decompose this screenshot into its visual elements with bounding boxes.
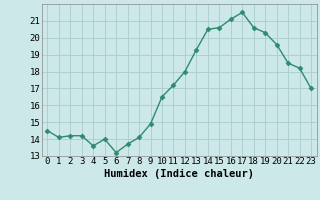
X-axis label: Humidex (Indice chaleur): Humidex (Indice chaleur) [104, 169, 254, 179]
